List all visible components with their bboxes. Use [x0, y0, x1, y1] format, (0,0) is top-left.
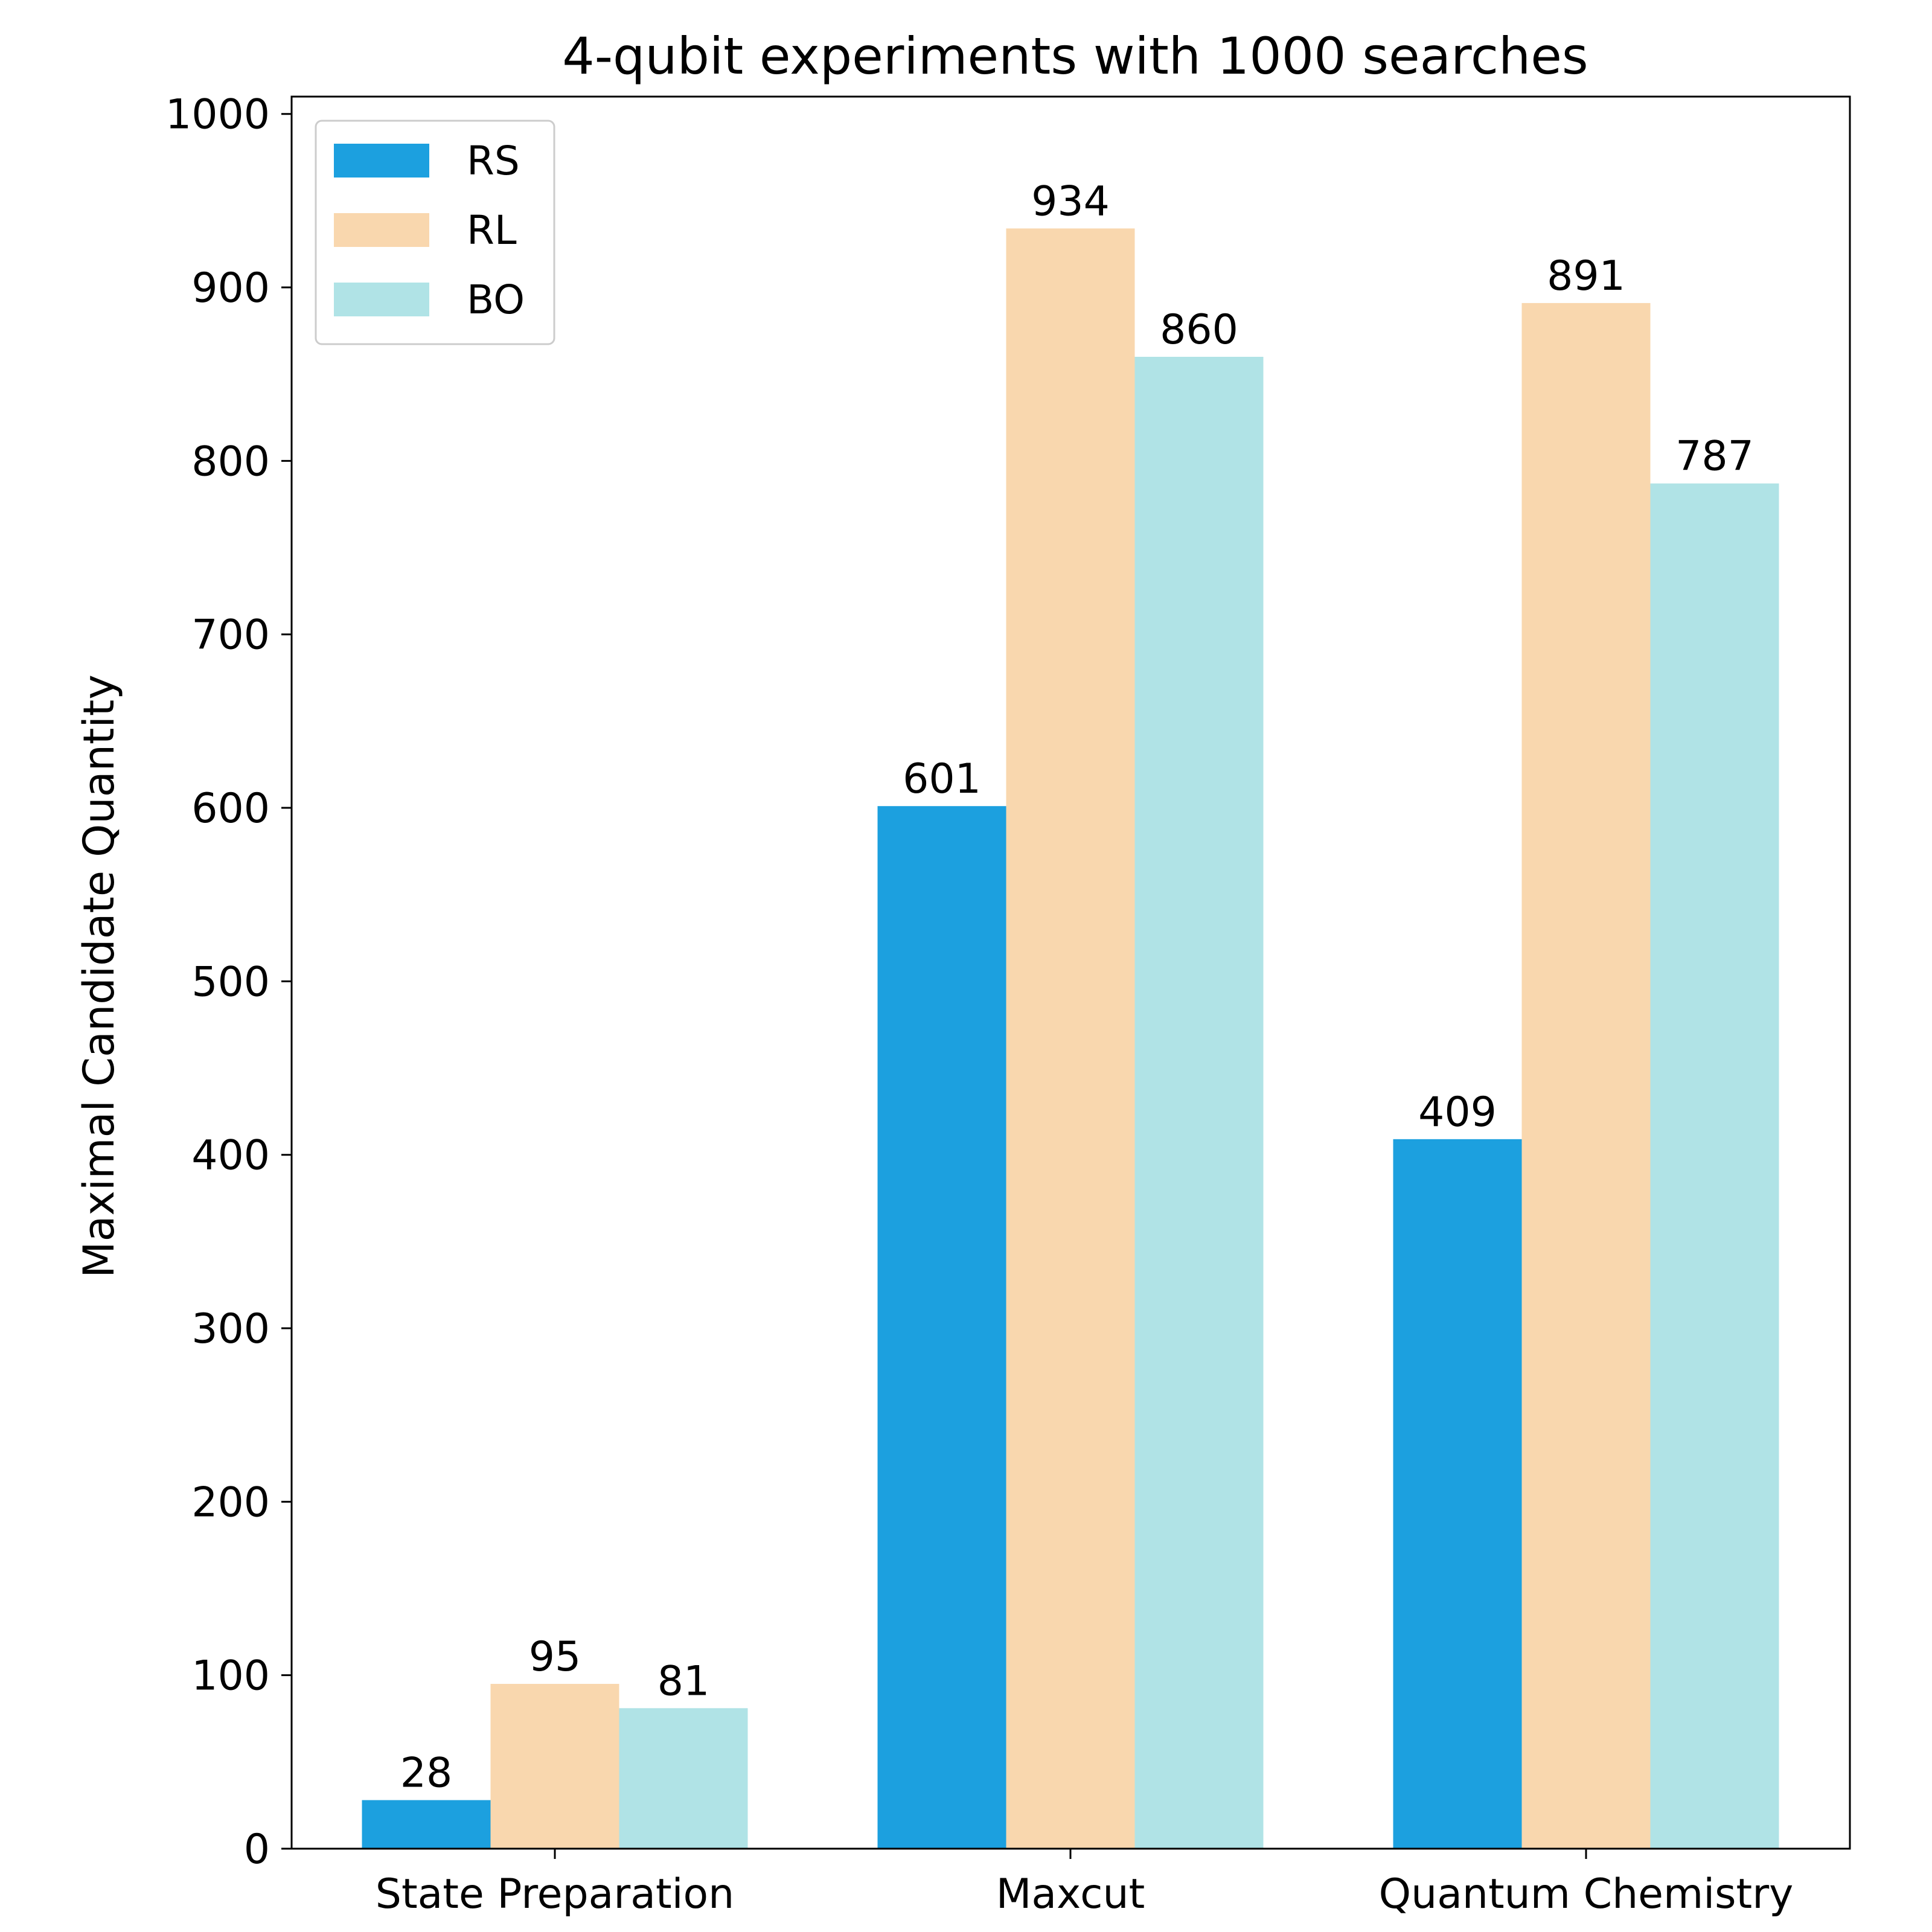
bar-rl-3 [1521, 302, 1651, 1849]
y-tick-label: 500 [191, 958, 270, 1006]
y-tick-label: 600 [191, 785, 270, 833]
data-label-rs-3: 409 [1418, 1089, 1497, 1136]
data-labels-group: 28 601 409 95 934 891 81 860 787 [400, 178, 1754, 1797]
data-label-bo-1: 81 [657, 1657, 710, 1705]
bar-bo-3 [1650, 483, 1779, 1849]
y-tick-label: 100 [191, 1652, 270, 1700]
legend-swatch-bo [334, 283, 429, 316]
legend-label-bo: BO [467, 277, 525, 323]
y-tick-label: 700 [191, 612, 270, 659]
y-axis-label: Maximal Candidate Quantity [74, 674, 124, 1278]
x-tick-label: Quantum Chemistry [1379, 1870, 1794, 1918]
data-label-rs-1: 28 [400, 1750, 453, 1797]
y-tick-label: 0 [244, 1826, 270, 1873]
legend: RS RL BO [315, 120, 555, 345]
x-tick-label: Maxcut [996, 1870, 1145, 1918]
bar-rs-2 [877, 806, 1006, 1849]
data-label-bo-3: 787 [1675, 433, 1754, 481]
bar-bo-2 [1134, 356, 1264, 1849]
legend-label-rl: RL [467, 207, 517, 254]
y-tick-label: 300 [191, 1305, 270, 1353]
bar-rl-2 [1006, 228, 1135, 1849]
y-tick-label: 800 [191, 438, 270, 485]
y-tick-label: 200 [191, 1479, 270, 1526]
data-label-rl-1: 95 [529, 1633, 581, 1681]
chart-title: 4-qubit experiments with 1000 searches [562, 27, 1588, 86]
data-label-rl-3: 891 [1547, 252, 1625, 300]
bar-rs-3 [1393, 1139, 1522, 1849]
legend-swatch-rs [334, 144, 429, 178]
x-axis: State Preparation Maxcut Quantum Chemistry [376, 1849, 1794, 1918]
x-tick-label: State Preparation [376, 1870, 734, 1918]
y-tick-label: 900 [191, 264, 270, 312]
bars-group [362, 228, 1779, 1849]
y-tick-label: 1000 [165, 91, 270, 139]
legend-swatch-rl [334, 213, 429, 247]
data-label-rl-2: 934 [1031, 178, 1110, 225]
data-label-rs-2: 601 [903, 755, 981, 803]
y-axis: 0 100 200 300 400 500 600 700 800 900 1000 [165, 91, 292, 1873]
y-tick-label: 400 [191, 1132, 270, 1180]
bar-rs-1 [362, 1800, 491, 1849]
bar-rl-1 [490, 1684, 619, 1849]
legend-label-rs: RS [467, 138, 520, 184]
bar-bo-1 [619, 1708, 748, 1849]
data-label-bo-2: 860 [1160, 306, 1238, 354]
